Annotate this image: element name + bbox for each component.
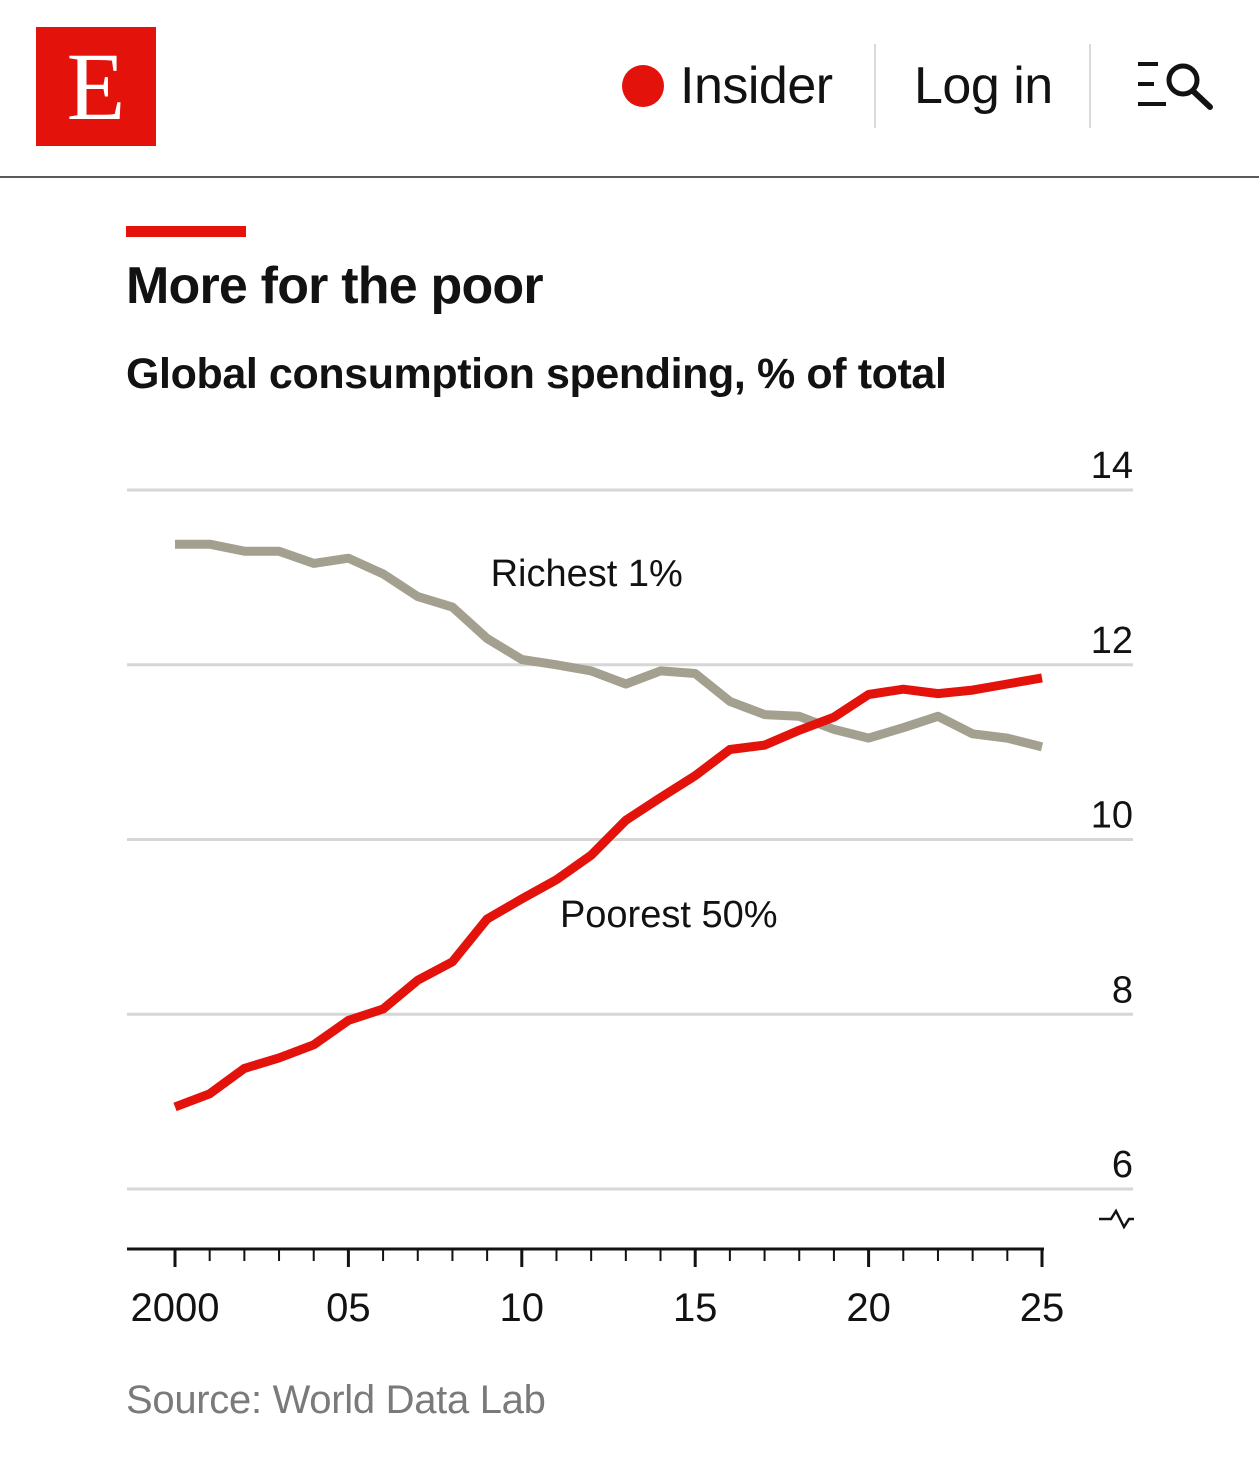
insider-label: Insider xyxy=(680,57,833,115)
site-header: E Insider Log in xyxy=(0,0,1259,178)
y-tick-label: 14 xyxy=(1091,445,1133,487)
series-label: Poorest 50% xyxy=(560,894,778,936)
y-tick-label: 12 xyxy=(1091,620,1133,662)
nav-divider xyxy=(874,44,876,128)
menu-search-button[interactable] xyxy=(1134,60,1218,114)
x-tick-label: 15 xyxy=(673,1286,718,1330)
series-labels: Richest 1% Poorest 50% xyxy=(491,553,778,936)
x-axis xyxy=(127,1247,1044,1267)
chart-title: More for the poor xyxy=(126,257,544,315)
chart-subtitle: Global consumption spending, % of total xyxy=(126,350,947,398)
series-label: Richest 1% xyxy=(491,553,683,595)
menu-search-icon xyxy=(1138,62,1213,110)
chart-accent-bar xyxy=(126,226,246,237)
series-line-poorest-50- xyxy=(173,673,1043,1112)
y-tick-label: 8 xyxy=(1112,969,1133,1011)
insider-link[interactable]: Insider xyxy=(622,44,833,128)
y-tick-label: 10 xyxy=(1091,795,1133,837)
series-line-richest-1- xyxy=(175,539,1044,752)
login-link[interactable]: Log in xyxy=(914,44,1053,128)
chart-source: Source: World Data Lab xyxy=(126,1378,546,1422)
x-tick-label: 2000 xyxy=(131,1286,220,1330)
series-lines xyxy=(173,539,1044,1112)
x-tick-label: 25 xyxy=(1020,1286,1065,1330)
axis-break-icon xyxy=(1099,1208,1134,1230)
x-axis-labels: 2000 05 10 15 20 25 xyxy=(131,1286,1065,1330)
login-label: Log in xyxy=(914,57,1053,115)
logo-letter: E xyxy=(66,32,126,140)
x-tick-label: 10 xyxy=(500,1286,545,1330)
x-tick-label: 05 xyxy=(326,1286,371,1330)
red-dot-icon xyxy=(622,65,664,107)
economist-logo[interactable]: E xyxy=(36,27,156,146)
y-tick-label: 6 xyxy=(1112,1144,1133,1186)
y-axis-labels: 14 12 10 8 6 xyxy=(1091,445,1133,1186)
x-tick-label: 20 xyxy=(846,1286,891,1330)
gridlines xyxy=(127,488,1134,1230)
nav-divider xyxy=(1089,44,1091,128)
